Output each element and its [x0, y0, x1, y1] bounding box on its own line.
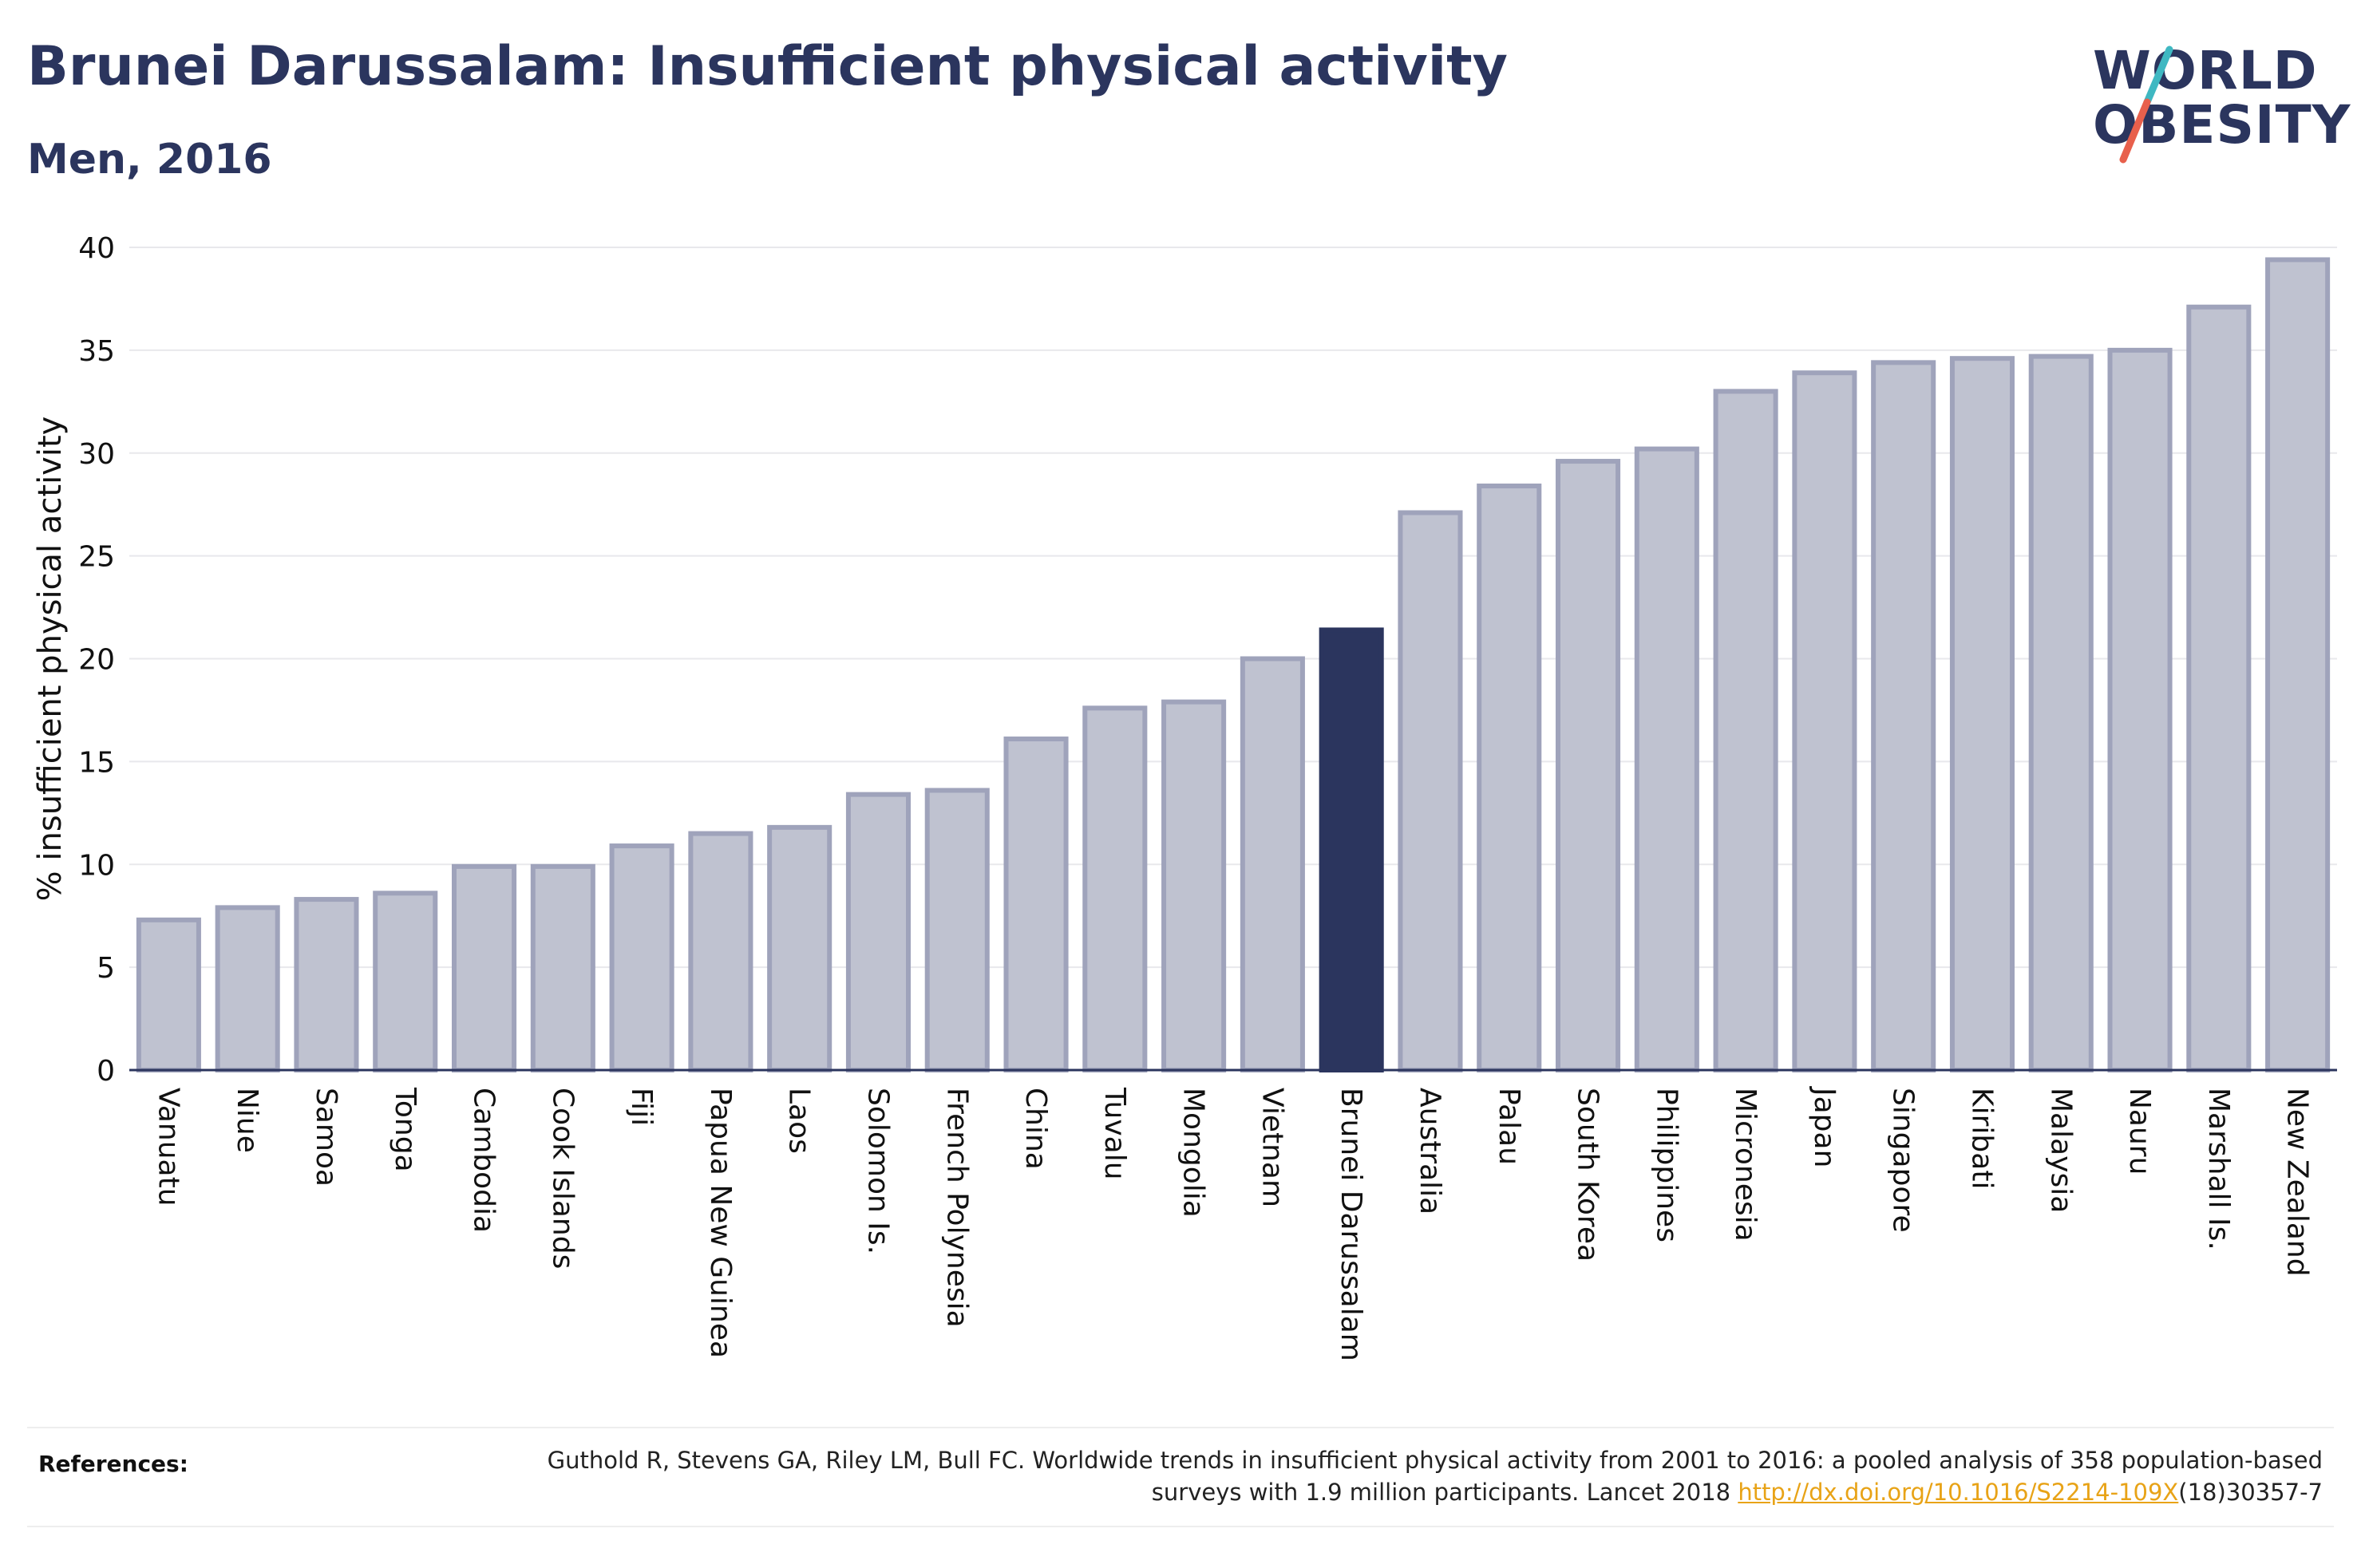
x-tick-label: Laos	[783, 1088, 816, 1154]
bar-chart: 0 5 10 15 20 25 30 35 40 % insufficient physical …	[32, 232, 2337, 1361]
bar-south-korea	[1555, 459, 1621, 1072]
bar-laos	[767, 824, 832, 1072]
bar-marshall-is-	[2186, 304, 2252, 1072]
x-tick-label: Australia	[1414, 1088, 1446, 1215]
x-tick-label: Philippines	[1650, 1088, 1683, 1242]
x-tick-label: Kiribati	[1965, 1088, 1998, 1189]
bar-fiji	[609, 843, 674, 1072]
bar-french-polynesia	[924, 788, 990, 1073]
bar-new-zealand	[2265, 257, 2331, 1072]
x-tick-label: South Korea	[1572, 1088, 1604, 1262]
x-tick-label: Japan	[1808, 1086, 1841, 1167]
x-tick-label: Palau	[1493, 1088, 1525, 1165]
bar-solomon-is-	[845, 792, 912, 1072]
x-tick-label: Solomon Is.	[861, 1088, 894, 1254]
x-tick-label: Singapore	[1887, 1088, 1920, 1233]
bar-micronesia	[1713, 389, 1778, 1072]
y-tick-label: 30	[78, 438, 115, 471]
references-label: References:	[38, 1451, 188, 1477]
bar-brunei-darussalam	[1319, 627, 1384, 1072]
y-tick-label: 25	[78, 541, 115, 574]
bar-philippines	[1634, 446, 1699, 1072]
bar-cambodia	[451, 863, 517, 1073]
y-tick-label: 35	[78, 335, 115, 368]
bar-japan	[1792, 370, 1857, 1073]
x-tick-label: Cambodia	[468, 1088, 500, 1233]
logo-line-world: WORLD	[2093, 40, 2318, 101]
y-tick-label: 5	[97, 952, 115, 985]
bar-mongolia	[1161, 699, 1227, 1072]
y-tick-label: 20	[78, 644, 115, 677]
x-tick-label: New Zealand	[2281, 1088, 2314, 1277]
y-tick-label: 10	[78, 849, 115, 882]
bar-vanuatu	[136, 917, 201, 1073]
bar-papua-new-guinea	[688, 831, 753, 1073]
bar-palau	[1477, 483, 1542, 1072]
bar-tuvalu	[1082, 705, 1148, 1072]
reference-doi-link[interactable]: http://dx.doi.org/10.1016/S2214-109X	[1738, 1479, 2179, 1506]
x-tick-label: Marshall Is.	[2202, 1088, 2235, 1250]
reference-citation: Guthold R, Stevens GA, Riley LM, Bull FC…	[547, 1447, 2323, 1506]
bar-tonga	[373, 891, 438, 1072]
x-tick-label: Samoa	[310, 1088, 342, 1187]
x-tick-label: Tonga	[389, 1087, 421, 1172]
x-tick-label: Micronesia	[1729, 1088, 1762, 1242]
x-tick-label: China	[1019, 1088, 1052, 1170]
reference-doi-suffix: (18)30357-7	[2178, 1479, 2323, 1506]
y-tick-label: 40	[78, 232, 115, 265]
bar-australia	[1398, 510, 1463, 1072]
y-tick-label: 15	[78, 746, 115, 779]
world-obesity-logo: WORLD OBESITY	[2075, 32, 2350, 172]
y-tick-label: 0	[97, 1055, 115, 1088]
bar-china	[1003, 737, 1069, 1073]
references-text: Guthold R, Stevens GA, Riley LM, Bull FC…	[487, 1444, 2323, 1508]
y-axis-label: % insufficient physical activity	[32, 417, 69, 902]
x-tick-label: Vanuatu	[152, 1088, 184, 1207]
x-tick-label: Tuvalu	[1098, 1087, 1131, 1180]
logo-slash-icon	[2119, 45, 2173, 164]
x-tick-label: Malaysia	[2044, 1088, 2077, 1213]
bar-nauru	[2107, 347, 2173, 1072]
bar-vietnam	[1240, 656, 1305, 1072]
chart-subtitle: Men, 2016	[27, 136, 272, 184]
x-tick-label: Nauru	[2123, 1088, 2156, 1175]
x-tick-label: Papua New Guinea	[704, 1088, 737, 1358]
bar-malaysia	[2028, 353, 2094, 1073]
x-tick-label: Vietnam	[1256, 1088, 1288, 1207]
x-tick-label: Fiji	[625, 1088, 658, 1126]
x-tick-label: Brunei Darussalam	[1335, 1088, 1367, 1361]
chart-title: Brunei Darussalam: Insufficient physical…	[27, 35, 1508, 98]
bar-samoa	[294, 897, 359, 1072]
bar-cook-islands	[530, 863, 595, 1073]
x-tick-label: Cook Islands	[546, 1088, 579, 1269]
x-tick-label: French Polynesia	[940, 1088, 973, 1328]
x-tick-label: Mongolia	[1177, 1088, 1210, 1218]
bar-kiribati	[1949, 356, 2015, 1072]
bar-singapore	[1871, 360, 1936, 1072]
bar-niue	[215, 905, 280, 1072]
x-tick-label: Niue	[231, 1088, 263, 1153]
references-panel: References: Guthold R, Stevens GA, Riley…	[27, 1427, 2334, 1527]
